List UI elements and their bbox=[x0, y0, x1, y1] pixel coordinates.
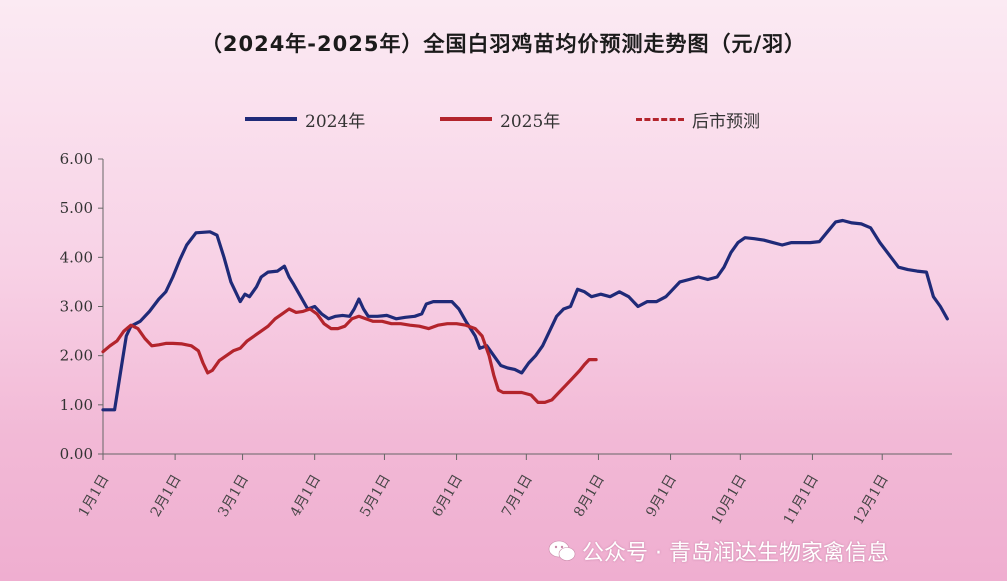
legend-swatch-2025 bbox=[440, 117, 492, 121]
x-tick-label: 11月1日 bbox=[781, 472, 822, 527]
legend: 2024年 2025年 后市预测 bbox=[0, 104, 1007, 134]
x-tick-label: 2月1日 bbox=[148, 472, 185, 520]
watermark: 公众号 · 青岛润达生物家禽信息 bbox=[548, 536, 889, 566]
x-tick-label: 12月1日 bbox=[850, 472, 891, 527]
x-tick-label: 7月1日 bbox=[499, 472, 536, 520]
series-line-1 bbox=[101, 307, 598, 404]
x-tick-label: 1月1日 bbox=[76, 472, 113, 520]
x-tick-label: 6月1日 bbox=[429, 472, 466, 520]
wechat-icon bbox=[548, 540, 576, 561]
y-tick-label: 1.00 bbox=[60, 396, 93, 414]
y-tick-label: 4.00 bbox=[60, 248, 93, 266]
y-tick-label: 3.00 bbox=[60, 298, 93, 316]
series-line-0 bbox=[101, 218, 949, 412]
legend-item-2024: 2024年 bbox=[245, 104, 365, 134]
x-tick-label: 4月1日 bbox=[287, 472, 324, 520]
legend-item-2025: 2025年 bbox=[440, 104, 560, 134]
chart-title: （2024年-2025年）全国白羽鸡苗均价预测走势图（元/羽） bbox=[200, 32, 807, 56]
legend-label-2025: 2025年 bbox=[500, 111, 561, 132]
legend-swatch-forecast bbox=[636, 117, 684, 121]
legend-item-forecast: 后市预测 bbox=[636, 104, 760, 134]
legend-label-forecast: 后市预测 bbox=[692, 111, 760, 132]
y-tick-label: 0.00 bbox=[60, 445, 93, 463]
y-tick-label: 2.00 bbox=[60, 347, 93, 365]
x-tick-label: 8月1日 bbox=[571, 472, 608, 520]
x-tick-label: 9月1日 bbox=[643, 472, 680, 520]
y-tick-label: 6.00 bbox=[60, 150, 93, 168]
watermark-text: 公众号 · 青岛润达生物家禽信息 bbox=[582, 541, 889, 566]
y-tick-label: 5.00 bbox=[60, 199, 93, 217]
legend-label-2024: 2024年 bbox=[305, 111, 366, 132]
legend-swatch-2024 bbox=[245, 117, 297, 121]
x-tick-label: 3月1日 bbox=[215, 472, 252, 520]
x-tick-label: 5月1日 bbox=[357, 472, 394, 520]
x-tick-label: 10月1日 bbox=[709, 472, 750, 527]
